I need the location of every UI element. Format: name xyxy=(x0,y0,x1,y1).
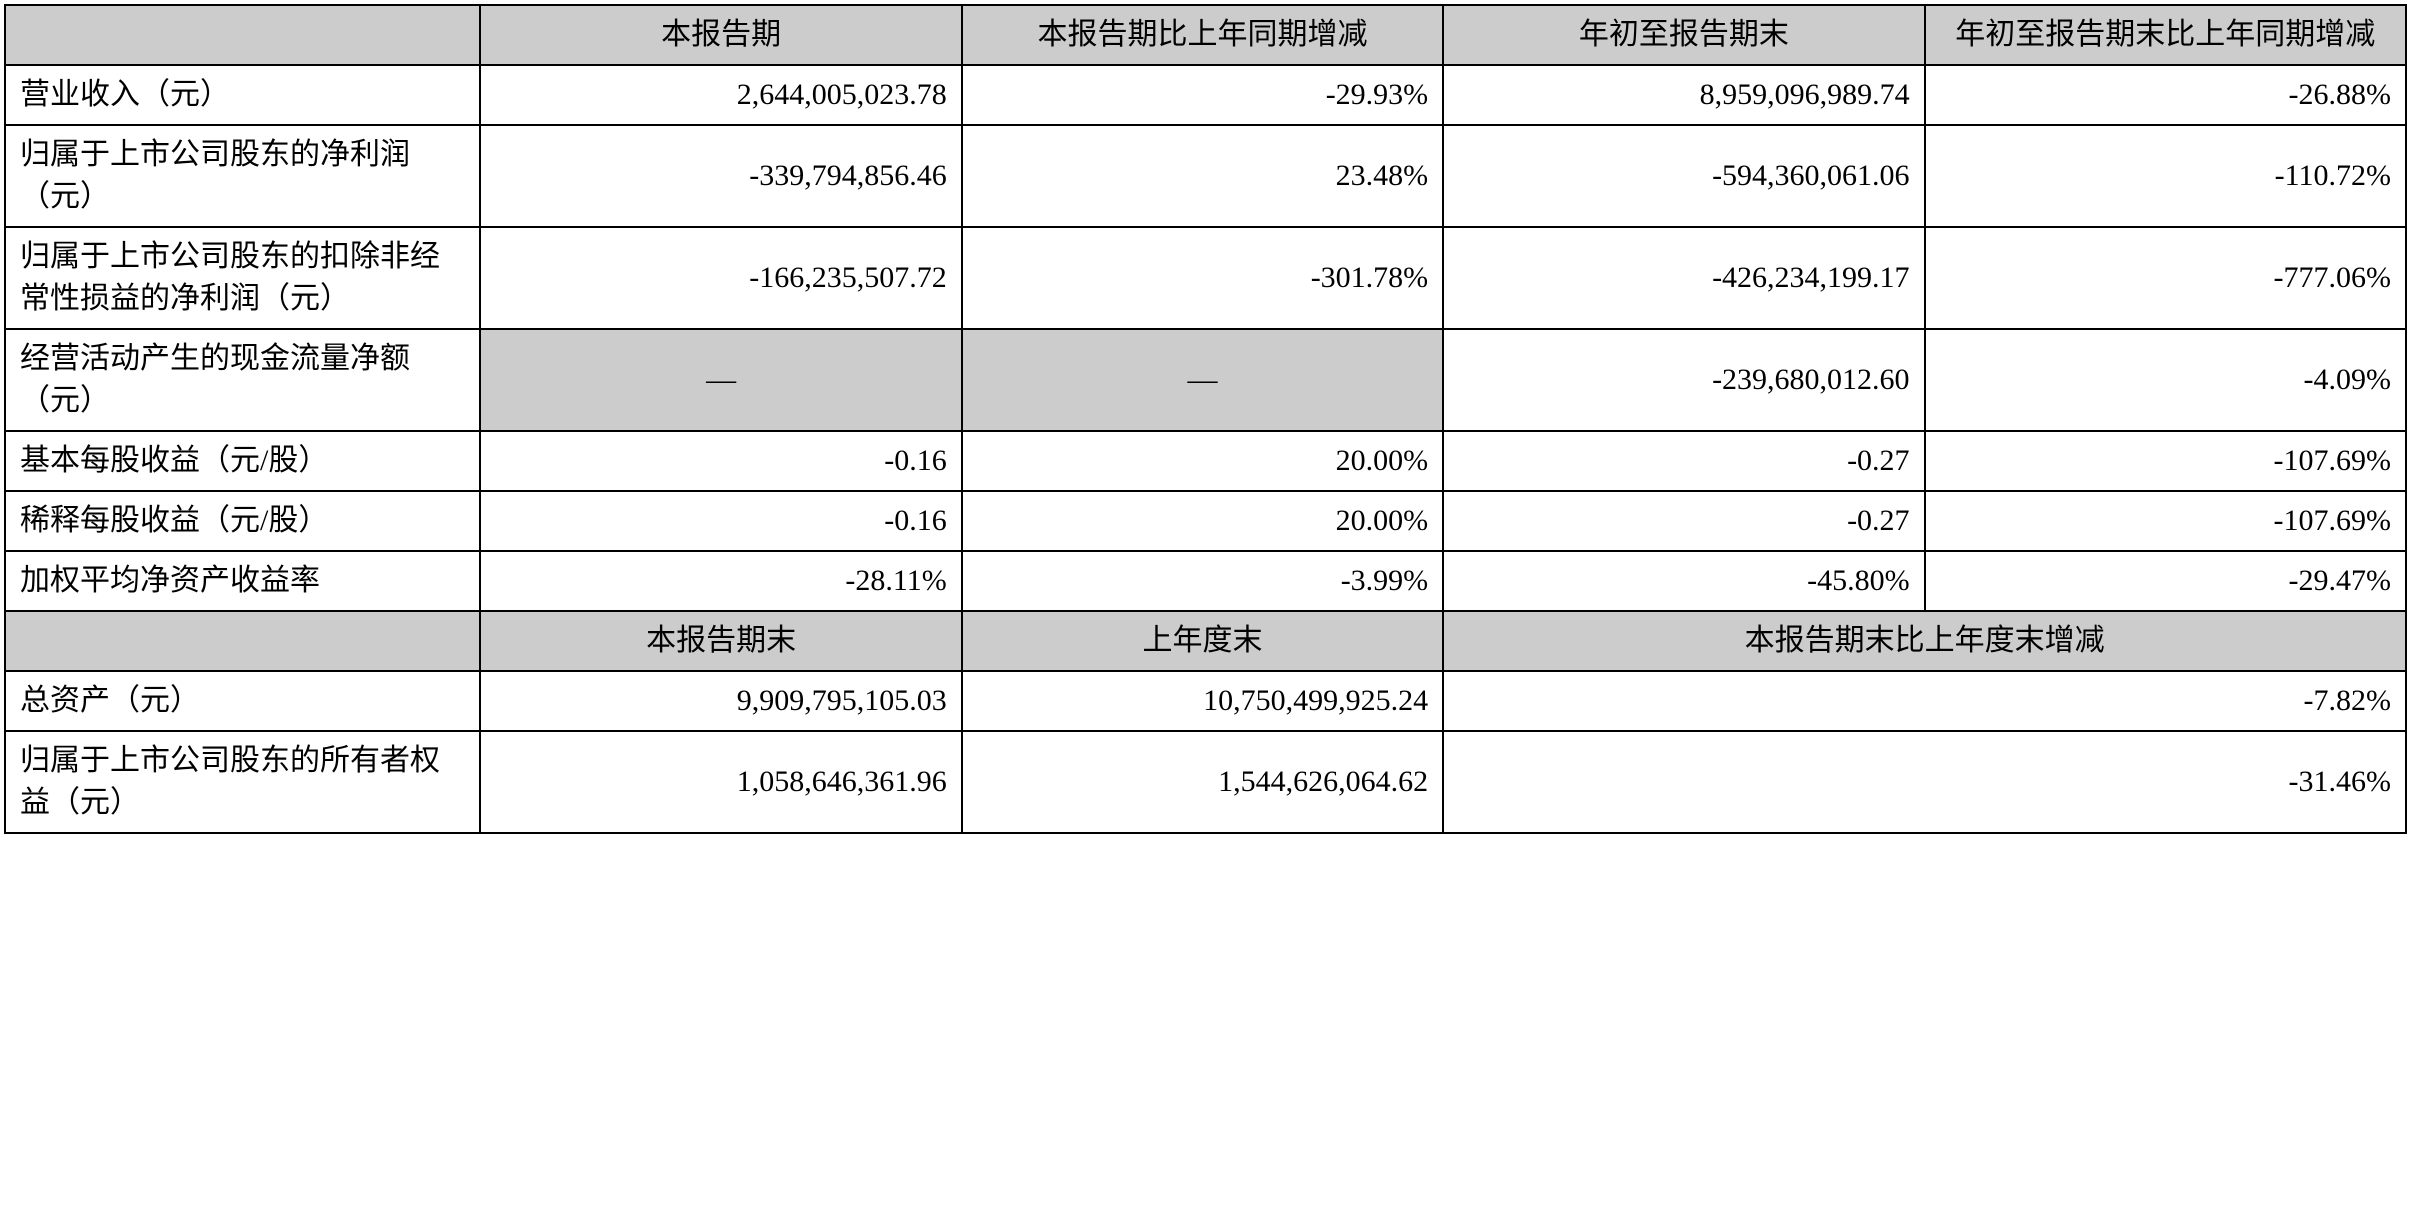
row-label: 归属于上市公司股东的所有者权益（元） xyxy=(5,731,480,833)
row-value-ytd-change: -4.09% xyxy=(1925,329,2406,431)
row-value-period-change: -29.93% xyxy=(962,65,1443,125)
row-value-ytd-change: -777.06% xyxy=(1925,227,2406,329)
header-ytd-change: 年初至报告期末比上年同期增减 xyxy=(1925,5,2406,65)
row-value-ytd-change: -110.72% xyxy=(1925,125,2406,227)
row-value-period: -339,794,856.46 xyxy=(480,125,961,227)
row-value-period-change: -301.78% xyxy=(962,227,1443,329)
header2-blank xyxy=(5,611,480,671)
table-row: 归属于上市公司股东的扣除非经常性损益的净利润（元）-166,235,507.72… xyxy=(5,227,2406,329)
row-value-period: -0.16 xyxy=(480,491,961,551)
row-value-prev-year-end: 10,750,499,925.24 xyxy=(962,671,1443,731)
row-value-period-change: 20.00% xyxy=(962,431,1443,491)
table-row: 归属于上市公司股东的所有者权益（元）1,058,646,361.961,544,… xyxy=(5,731,2406,833)
header2-period-end: 本报告期末 xyxy=(480,611,961,671)
row-value-ytd-change: -107.69% xyxy=(1925,491,2406,551)
header-period: 本报告期 xyxy=(480,5,961,65)
row-label: 基本每股收益（元/股） xyxy=(5,431,480,491)
row-value-ytd: -0.27 xyxy=(1443,491,1924,551)
header-row-2: 本报告期末上年度末本报告期末比上年度末增减 xyxy=(5,611,2406,671)
financial-table: 本报告期本报告期比上年同期增减年初至报告期末年初至报告期末比上年同期增减营业收入… xyxy=(4,4,2407,834)
row-label: 总资产（元） xyxy=(5,671,480,731)
header-row-1: 本报告期本报告期比上年同期增减年初至报告期末年初至报告期末比上年同期增减 xyxy=(5,5,2406,65)
row-value-period: -166,235,507.72 xyxy=(480,227,961,329)
row-value-ytd-change: -107.69% xyxy=(1925,431,2406,491)
header2-prev-year-end: 上年度末 xyxy=(962,611,1443,671)
table-row: 稀释每股收益（元/股）-0.1620.00%-0.27-107.69% xyxy=(5,491,2406,551)
table-row: 加权平均净资产收益率-28.11%-3.99%-45.80%-29.47% xyxy=(5,551,2406,611)
row-value-period-end: 9,909,795,105.03 xyxy=(480,671,961,731)
header2-change: 本报告期末比上年度末增减 xyxy=(1443,611,2406,671)
row-value-period: -0.16 xyxy=(480,431,961,491)
row-value-period-change: — xyxy=(962,329,1443,431)
header-ytd: 年初至报告期末 xyxy=(1443,5,1924,65)
table-row: 总资产（元）9,909,795,105.0310,750,499,925.24-… xyxy=(5,671,2406,731)
table-row: 基本每股收益（元/股）-0.1620.00%-0.27-107.69% xyxy=(5,431,2406,491)
row-label: 加权平均净资产收益率 xyxy=(5,551,480,611)
row-label: 稀释每股收益（元/股） xyxy=(5,491,480,551)
row-value-period-change: 23.48% xyxy=(962,125,1443,227)
row-value-ytd-change: -29.47% xyxy=(1925,551,2406,611)
row-label: 经营活动产生的现金流量净额（元） xyxy=(5,329,480,431)
row-value-ytd: -45.80% xyxy=(1443,551,1924,611)
row-value-period: -28.11% xyxy=(480,551,961,611)
row-value-change: -31.46% xyxy=(1443,731,2406,833)
row-value-ytd: 8,959,096,989.74 xyxy=(1443,65,1924,125)
row-value-period-end: 1,058,646,361.96 xyxy=(480,731,961,833)
row-value-ytd: -426,234,199.17 xyxy=(1443,227,1924,329)
table-row: 营业收入（元）2,644,005,023.78-29.93%8,959,096,… xyxy=(5,65,2406,125)
header-blank xyxy=(5,5,480,65)
header-period-change: 本报告期比上年同期增减 xyxy=(962,5,1443,65)
table-row: 经营活动产生的现金流量净额（元）——-239,680,012.60-4.09% xyxy=(5,329,2406,431)
row-value-ytd-change: -26.88% xyxy=(1925,65,2406,125)
row-value-ytd: -239,680,012.60 xyxy=(1443,329,1924,431)
row-value-prev-year-end: 1,544,626,064.62 xyxy=(962,731,1443,833)
row-value-ytd: -0.27 xyxy=(1443,431,1924,491)
row-value-ytd: -594,360,061.06 xyxy=(1443,125,1924,227)
row-value-change: -7.82% xyxy=(1443,671,2406,731)
table-row: 归属于上市公司股东的净利润（元）-339,794,856.4623.48%-59… xyxy=(5,125,2406,227)
row-value-period-change: 20.00% xyxy=(962,491,1443,551)
row-value-period: 2,644,005,023.78 xyxy=(480,65,961,125)
row-value-period-change: -3.99% xyxy=(962,551,1443,611)
row-label: 营业收入（元） xyxy=(5,65,480,125)
row-label: 归属于上市公司股东的扣除非经常性损益的净利润（元） xyxy=(5,227,480,329)
row-value-period: — xyxy=(480,329,961,431)
row-label: 归属于上市公司股东的净利润（元） xyxy=(5,125,480,227)
